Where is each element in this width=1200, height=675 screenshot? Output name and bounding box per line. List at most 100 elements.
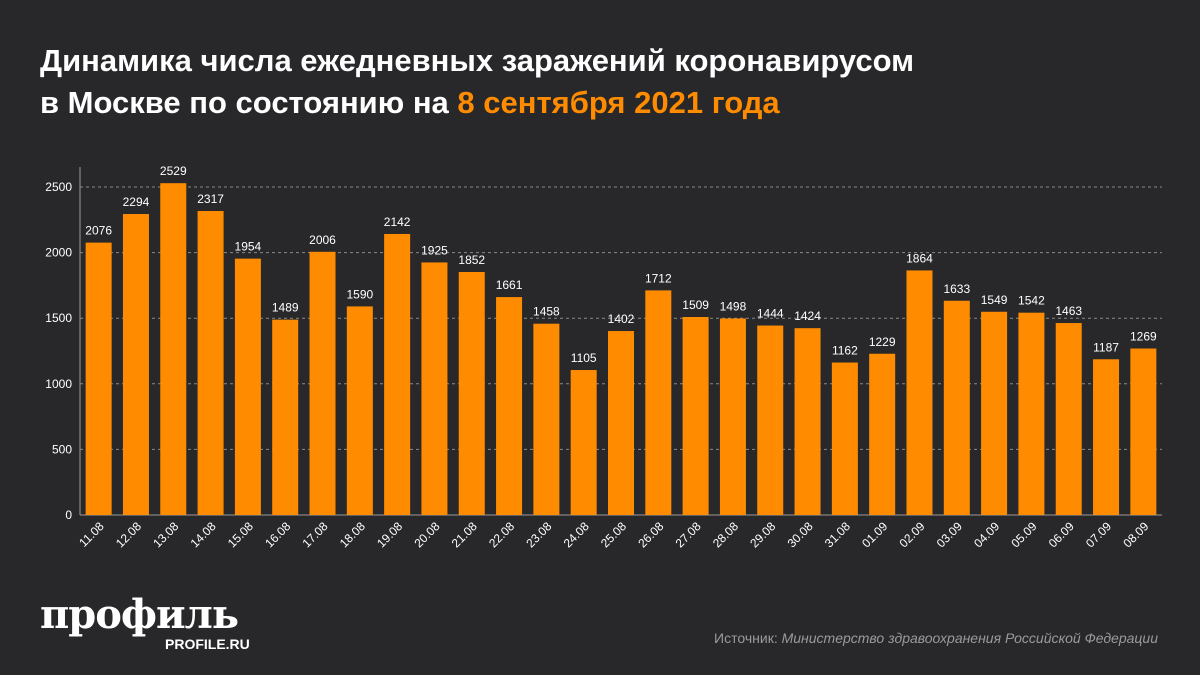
bar — [309, 251, 336, 515]
data-label: 2294 — [123, 195, 150, 209]
data-label: 1187 — [1093, 340, 1119, 354]
logo: профиль — [40, 591, 239, 638]
bar — [1018, 312, 1045, 515]
y-tick-label: 1500 — [45, 311, 72, 325]
x-tick-label: 22.08 — [486, 519, 517, 550]
data-label: 1864 — [906, 251, 933, 265]
data-label: 1463 — [1055, 304, 1082, 318]
data-label: 1402 — [608, 312, 635, 326]
data-label: 1590 — [346, 287, 373, 301]
x-tick-label: 14.08 — [188, 519, 219, 550]
x-tick-label: 02.09 — [896, 519, 927, 550]
bar — [197, 211, 224, 516]
x-tick-label: 17.08 — [300, 519, 331, 550]
data-label: 1444 — [757, 307, 784, 321]
source-note: Источник: Министерство здравоохранения Р… — [714, 630, 1158, 646]
source-label: Источник: — [714, 630, 782, 646]
bar — [458, 272, 485, 515]
x-tick-label: 30.08 — [785, 519, 816, 550]
x-tick-label: 07.09 — [1083, 519, 1114, 550]
bar — [682, 317, 709, 515]
data-label: 1162 — [832, 344, 858, 358]
bar — [346, 306, 373, 515]
x-tick-label: 11.08 — [76, 519, 107, 550]
y-tick-label: 2500 — [45, 180, 72, 194]
bar — [943, 300, 970, 515]
title-line-2: в Москве по состоянию на 8 сентября 2021… — [40, 82, 914, 124]
x-tick-label: 15.08 — [225, 519, 256, 550]
bar — [1130, 348, 1157, 515]
data-label: 1633 — [943, 282, 970, 296]
bar — [869, 353, 896, 515]
bar — [906, 270, 933, 515]
data-label: 1954 — [235, 240, 262, 254]
data-label: 1712 — [645, 271, 672, 285]
x-tick-label: 13.08 — [150, 519, 181, 550]
data-label: 2006 — [309, 233, 336, 247]
data-label: 1489 — [272, 301, 299, 315]
y-tick-label: 500 — [52, 442, 72, 456]
bar — [757, 325, 784, 515]
x-tick-label: 06.09 — [1046, 519, 1077, 550]
x-tick-label: 01.09 — [859, 519, 890, 550]
title-line-1: Динамика числа ежедневных заражений коро… — [40, 43, 915, 78]
bar — [570, 370, 597, 515]
bar — [272, 319, 299, 515]
source-text: Министерство здравоохранения Российской … — [781, 630, 1158, 646]
data-label: 1509 — [682, 298, 709, 312]
data-label: 1424 — [794, 309, 821, 323]
bar — [1055, 323, 1082, 515]
x-tick-label: 16.08 — [262, 519, 293, 550]
x-tick-label: 24.08 — [561, 519, 592, 550]
x-tick-label: 25.08 — [598, 519, 629, 550]
title-date: 8 сентября 2021 года — [457, 85, 780, 120]
data-label: 1105 — [571, 351, 597, 365]
logo-sub: PROFILE.RU — [165, 636, 250, 652]
bar — [645, 290, 672, 515]
data-label: 2076 — [85, 224, 112, 238]
data-label: 1269 — [1130, 330, 1157, 344]
bar — [122, 214, 149, 515]
x-tick-label: 20.08 — [411, 519, 442, 550]
data-label: 1458 — [533, 305, 560, 319]
data-label: 1229 — [869, 335, 896, 349]
bar — [794, 328, 821, 515]
data-label: 2317 — [197, 192, 224, 206]
bar — [831, 362, 858, 515]
x-tick-label: 19.08 — [374, 519, 405, 550]
x-tick-label: 05.09 — [1008, 519, 1039, 550]
bar — [85, 242, 112, 516]
data-label: 1498 — [720, 299, 747, 313]
bar — [234, 258, 261, 515]
bar — [608, 331, 634, 515]
x-tick-label: 26.08 — [635, 519, 666, 550]
bar — [421, 262, 448, 515]
y-tick-label: 1000 — [45, 377, 72, 391]
bar — [719, 318, 746, 515]
x-tick-label: 03.09 — [934, 519, 965, 550]
title-prefix: в Москве по состоянию на — [40, 85, 458, 120]
bar — [160, 183, 187, 516]
x-tick-label: 18.08 — [337, 519, 368, 550]
x-tick-label: 27.08 — [673, 519, 704, 550]
data-label: 1661 — [496, 278, 523, 292]
x-tick-label: 12.08 — [113, 519, 144, 550]
x-tick-label: 28.08 — [710, 519, 741, 550]
data-label: 1549 — [981, 293, 1008, 307]
bar — [496, 297, 523, 515]
bar — [1093, 359, 1120, 515]
chart-title: Динамика числа ежедневных заражений коро… — [40, 40, 914, 124]
y-tick-label: 2000 — [45, 246, 72, 260]
x-tick-label: 04.09 — [971, 519, 1002, 550]
y-tick-label: 0 — [65, 508, 72, 522]
bar — [384, 233, 411, 515]
x-tick-label: 08.09 — [1120, 519, 1151, 550]
data-label: 2142 — [384, 215, 411, 229]
data-label: 1925 — [421, 243, 448, 257]
x-tick-label: 21.08 — [449, 519, 480, 550]
x-tick-label: 29.08 — [747, 519, 778, 550]
data-label: 2529 — [160, 164, 187, 178]
x-tick-label: 23.08 — [523, 519, 554, 550]
data-label: 1542 — [1018, 294, 1045, 308]
